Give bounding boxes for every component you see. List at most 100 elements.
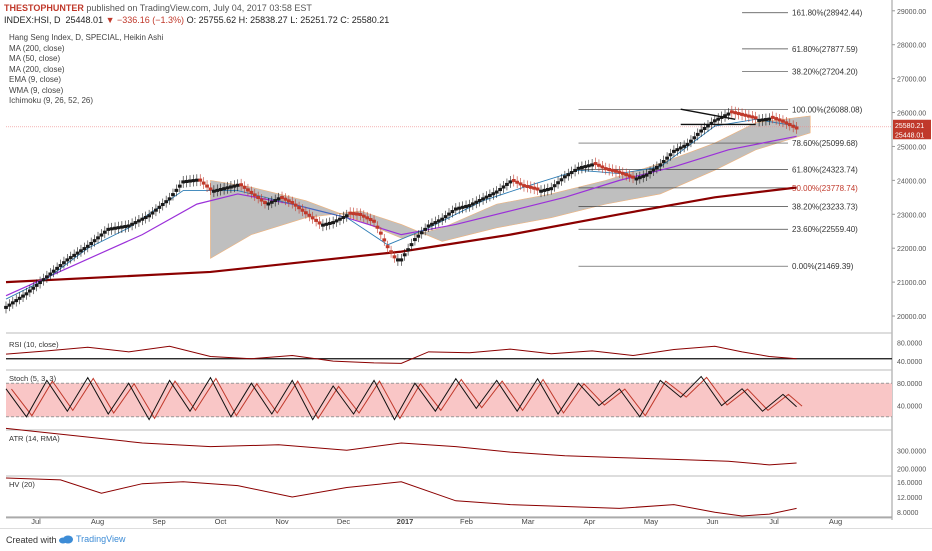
candle bbox=[140, 213, 145, 226]
candle bbox=[4, 301, 8, 314]
candle bbox=[283, 193, 288, 206]
candle-body bbox=[341, 215, 346, 220]
candle-body bbox=[89, 241, 94, 246]
legend-item[interactable]: MA (200, close) bbox=[9, 64, 65, 74]
candle bbox=[436, 214, 441, 227]
panel-tick-label: 80.0000 bbox=[897, 381, 922, 388]
candle-body bbox=[511, 179, 516, 183]
candle-body bbox=[583, 165, 588, 169]
fib-level-label: 0.00%(21469.39) bbox=[792, 262, 854, 271]
candle bbox=[505, 178, 509, 191]
candle bbox=[743, 109, 748, 122]
candle bbox=[368, 213, 373, 226]
candle bbox=[317, 217, 322, 229]
candle-body bbox=[99, 233, 104, 237]
legend-item[interactable]: WMA (9, close) bbox=[9, 85, 64, 95]
candle-body bbox=[58, 264, 63, 268]
candle-body bbox=[430, 222, 434, 226]
candle bbox=[286, 194, 291, 207]
candle-body bbox=[525, 184, 530, 189]
candle-body bbox=[96, 236, 100, 240]
candle-body bbox=[106, 227, 111, 231]
candle-body bbox=[508, 180, 513, 184]
candle-body bbox=[627, 174, 632, 178]
candle bbox=[430, 218, 434, 231]
candle bbox=[126, 220, 131, 232]
candle-body bbox=[184, 179, 189, 183]
change-value: ▼ −336.16 (−1.3%) bbox=[105, 15, 185, 25]
candle-body bbox=[716, 117, 721, 121]
candle-body bbox=[321, 223, 325, 227]
legend-item[interactable]: MA (50, close) bbox=[9, 54, 61, 63]
candle-body bbox=[137, 219, 141, 223]
author-name[interactable]: THESTOPHUNTER bbox=[4, 3, 84, 13]
candle bbox=[205, 180, 209, 192]
candle bbox=[263, 196, 267, 209]
panel-line bbox=[5, 477, 797, 517]
candle-body bbox=[457, 206, 462, 210]
candle bbox=[525, 180, 530, 193]
candle-body bbox=[590, 163, 594, 167]
candle-body bbox=[293, 203, 298, 207]
candle-body bbox=[794, 126, 799, 130]
candle-body bbox=[733, 111, 738, 115]
candle bbox=[341, 211, 346, 224]
candle-body bbox=[355, 212, 359, 216]
candle-body bbox=[314, 218, 318, 222]
x-month-label: Sep bbox=[152, 517, 165, 526]
candle bbox=[494, 186, 499, 199]
candle bbox=[573, 164, 577, 177]
candle bbox=[208, 183, 213, 195]
candle bbox=[154, 204, 158, 217]
candle bbox=[174, 184, 179, 197]
candle bbox=[597, 159, 601, 172]
x-month-label: Aug bbox=[91, 517, 104, 526]
candle bbox=[89, 237, 94, 250]
candle bbox=[382, 233, 387, 246]
candle bbox=[137, 214, 141, 227]
candle-body bbox=[539, 189, 543, 193]
candle-body bbox=[416, 234, 421, 238]
candle-body bbox=[518, 182, 523, 186]
candle bbox=[218, 183, 223, 196]
legend-item[interactable]: Ichimoku (9, 26, 52, 26) bbox=[9, 96, 94, 105]
candle bbox=[177, 180, 182, 193]
candle bbox=[68, 251, 73, 264]
candle bbox=[45, 270, 49, 283]
candle bbox=[372, 215, 376, 228]
candle bbox=[460, 201, 465, 214]
candle-body bbox=[753, 116, 758, 120]
candle bbox=[528, 181, 533, 194]
ma200-line bbox=[5, 186, 797, 284]
candle bbox=[300, 204, 305, 217]
candle bbox=[157, 201, 162, 214]
candle bbox=[610, 164, 615, 177]
tradingview-brand[interactable]: TradingView bbox=[76, 534, 126, 544]
candle-body bbox=[505, 182, 509, 186]
candle bbox=[532, 182, 537, 195]
candle bbox=[535, 183, 540, 195]
candle-body bbox=[726, 112, 731, 116]
fib-level-label: 78.60%(25099.68) bbox=[792, 139, 858, 148]
candle-body bbox=[327, 221, 332, 225]
candle-body bbox=[266, 202, 271, 206]
candle bbox=[753, 111, 758, 124]
candle-body bbox=[79, 249, 83, 253]
legend-item[interactable]: EMA (9, close) bbox=[9, 75, 62, 84]
candle bbox=[787, 118, 792, 131]
candle-body bbox=[668, 153, 673, 157]
candle bbox=[119, 221, 124, 234]
candle bbox=[41, 273, 46, 286]
candle-body bbox=[610, 168, 615, 172]
candle bbox=[723, 109, 727, 122]
candle-body bbox=[535, 187, 540, 191]
candle-body bbox=[385, 245, 390, 249]
legend-item[interactable]: Hang Seng Index, D, SPECIAL, Heikin Ashi bbox=[9, 33, 164, 42]
candle-body bbox=[102, 230, 107, 234]
candle bbox=[194, 174, 199, 187]
candle bbox=[34, 279, 39, 292]
candle bbox=[515, 176, 520, 189]
candle bbox=[344, 209, 349, 222]
candle-body bbox=[784, 121, 789, 125]
legend-item[interactable]: MA (200, close) bbox=[9, 43, 65, 53]
